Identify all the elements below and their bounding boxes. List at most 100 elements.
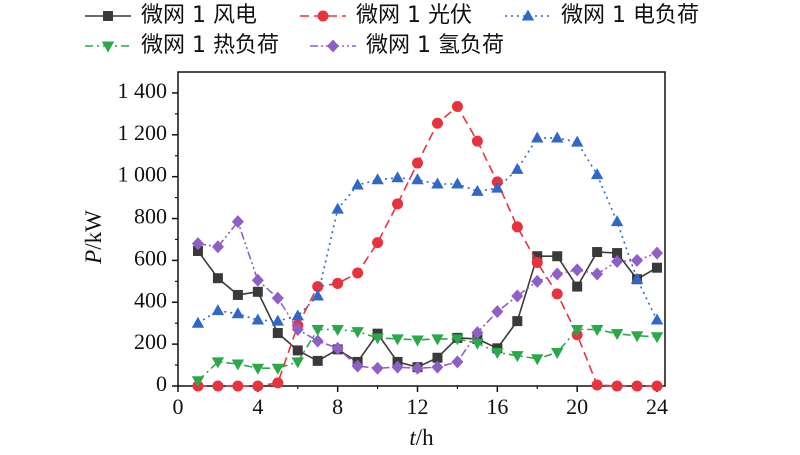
series-1-point [532, 251, 543, 262]
y-tick-label: 1 200 [118, 120, 168, 145]
series-4-point [191, 376, 205, 388]
series-4-point [630, 331, 644, 343]
series-5-point [431, 360, 444, 374]
series-5-line [197, 220, 658, 370]
series-5-point [571, 263, 584, 277]
series-5-point [591, 267, 604, 281]
series-3-point [411, 173, 424, 185]
series-5-point [191, 237, 204, 251]
series-1-point [552, 251, 563, 262]
series-4-point [511, 351, 524, 363]
series-3-point [391, 171, 404, 183]
x-axis-label: t/h [409, 425, 434, 450]
series-5-point [651, 246, 664, 260]
series-2-point [232, 380, 244, 392]
series-4-point [451, 334, 464, 346]
series-4-point [531, 354, 544, 366]
series-4-point [491, 348, 504, 360]
x-tick-label: 24 [646, 394, 668, 419]
series-5-point [611, 254, 624, 268]
series-5-point [451, 355, 464, 369]
legend-label: 微网 1 电负荷 [561, 3, 699, 28]
series-3-point [431, 177, 444, 189]
series-1-point [272, 328, 283, 339]
series-5-point [351, 359, 364, 373]
y-tick-label: 400 [134, 287, 167, 312]
series-4-point [610, 329, 624, 341]
series-3-point [331, 202, 344, 214]
series-3-point [590, 168, 604, 180]
series-5-point [491, 305, 504, 319]
series-2-point [551, 288, 563, 300]
series-1-point [572, 281, 583, 292]
legend-entry-2: 微网 1 光伏 [300, 3, 472, 28]
series-5-point [551, 267, 564, 281]
legend-entry-1: 微网 1 风电 [85, 3, 257, 28]
series-5 [191, 215, 664, 375]
series-1-point [612, 248, 623, 259]
legend-marker [317, 10, 329, 22]
series-5-point [411, 361, 424, 375]
series-2-point [392, 198, 404, 210]
y-tick-label: 0 [156, 371, 167, 396]
axes: 0 200 400 600 800 1 000 1 200 1 400 0 4 8 12 16 20 24 t… [81, 71, 668, 450]
legend-marker [327, 39, 339, 53]
y-axis-label: P/kW [81, 210, 106, 265]
series-5-point [631, 253, 644, 267]
series-4-point [351, 327, 364, 339]
series-2-point [412, 157, 424, 169]
series-5-point [271, 291, 284, 305]
series-1-point [292, 345, 303, 356]
y-tick-label: 800 [134, 204, 167, 229]
x-tick-label: 4 [252, 394, 263, 419]
series-4-point [650, 332, 664, 344]
series-4-point [391, 334, 404, 346]
series-3 [191, 131, 664, 328]
series-3-point [291, 309, 304, 321]
series-3-point [191, 316, 205, 328]
series-2-point [631, 380, 643, 392]
y-axis-label-unit: /kW [81, 210, 106, 250]
y-tick-label: 1 000 [118, 162, 168, 187]
series-1-point [232, 289, 243, 300]
series-1-point [312, 355, 323, 366]
series-5-point [231, 215, 244, 229]
series-4-line [197, 328, 658, 382]
series-4-point [551, 348, 564, 360]
series-4-point [471, 338, 484, 350]
x-tick-label: 16 [486, 394, 508, 419]
legend-label: 微网 1 光伏 [356, 3, 472, 28]
legend-marker [103, 11, 113, 21]
series-4-point [211, 357, 225, 369]
series-2-line [198, 105, 657, 387]
series-2-point [651, 380, 663, 392]
legend-label: 微网 1 热负荷 [141, 33, 279, 58]
series-3-point [531, 131, 544, 143]
series-5-point [331, 341, 344, 355]
series-2-point [312, 281, 324, 293]
series-3-point [570, 135, 584, 147]
series-5-point [391, 360, 404, 374]
series-3-point [271, 314, 284, 326]
legend-marker [521, 9, 535, 21]
series-3-point [311, 289, 324, 301]
series-3-point [231, 307, 245, 319]
series-2-point [591, 379, 603, 391]
series-4-point [590, 324, 604, 336]
series-1-point [512, 316, 523, 327]
legend-entry-5: 微网 1 氢负荷 [310, 33, 504, 58]
series-4-point [311, 324, 324, 336]
series-2-point [272, 377, 284, 389]
y-axis-label-symbol: P [81, 250, 106, 265]
series-4-point [251, 363, 265, 375]
series-2 [192, 101, 663, 392]
series-1-point [212, 273, 223, 284]
legend-label: 微网 1 氢负荷 [366, 33, 504, 58]
legend-label: 微网 1 风电 [141, 3, 257, 28]
series-5-point [371, 361, 384, 375]
legend-entry-4: 微网 1 热负荷 [85, 33, 279, 58]
series-3-point [610, 215, 624, 227]
series-1-line [197, 250, 658, 369]
series-2-point [431, 117, 443, 129]
series-5-point [251, 273, 264, 287]
